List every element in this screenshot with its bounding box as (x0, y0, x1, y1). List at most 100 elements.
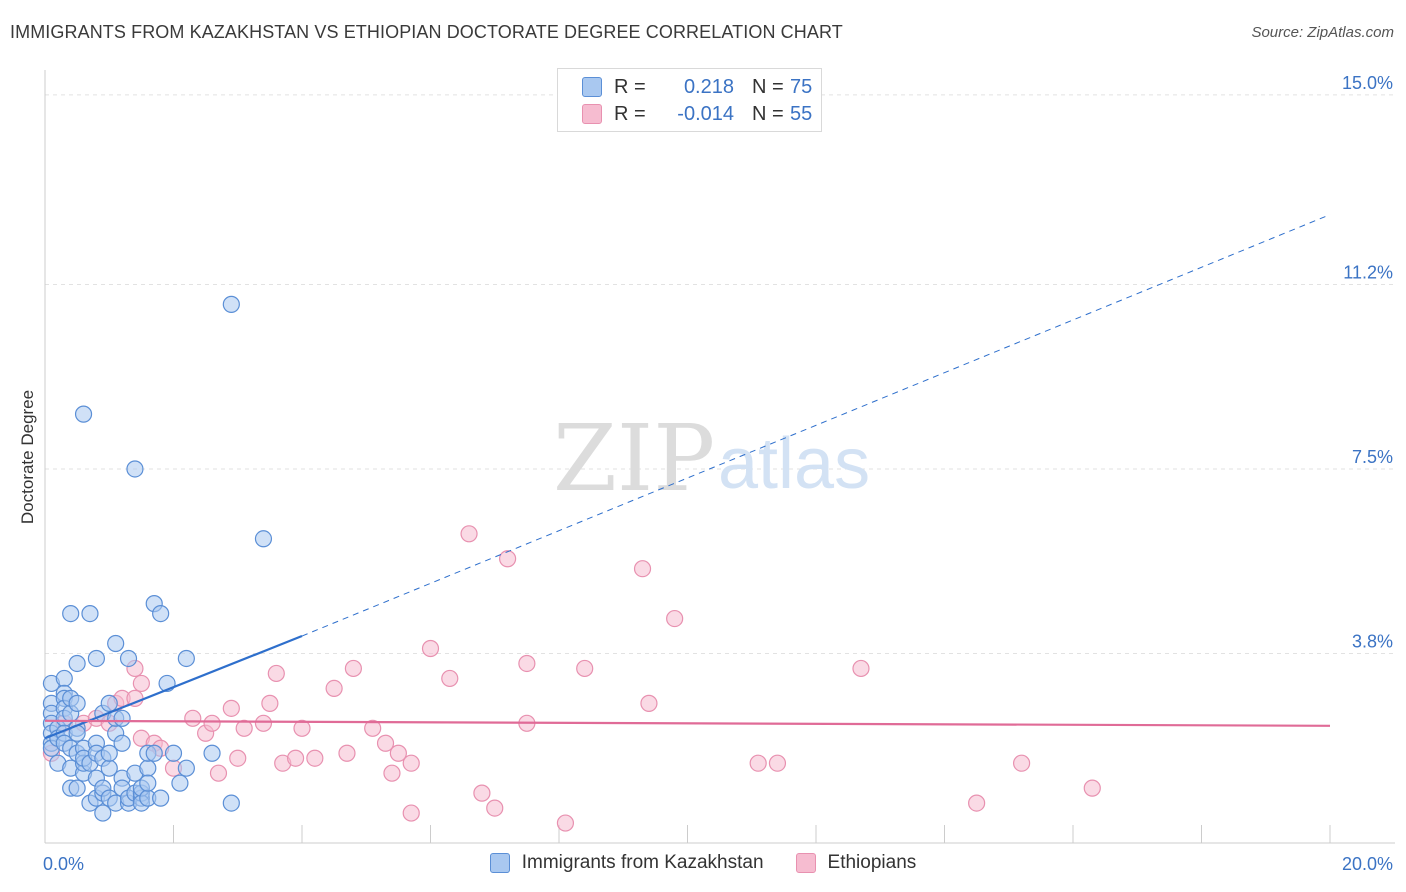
ethiopian-point (229, 749, 247, 767)
kazakhstan-point (107, 634, 125, 653)
kazakhstan-point (68, 654, 86, 673)
y-tick-label: 7.5% (1352, 447, 1393, 467)
ethiopian-point (293, 719, 311, 737)
kazakhstan-trend-extension (301, 214, 1331, 637)
ethiopian-point (486, 799, 504, 817)
kazakhstan-point (119, 649, 138, 668)
legend-swatch-blue (582, 77, 602, 97)
kazakhstan-point (87, 649, 106, 668)
ethiopian-point (254, 714, 273, 732)
data-points (42, 295, 1101, 832)
ethiopian-point (383, 764, 401, 782)
n-label: N = (752, 102, 784, 125)
ethiopian-trend-line (44, 719, 1331, 727)
ethiopian-point (1083, 779, 1101, 797)
ethiopian-point (364, 719, 382, 737)
x-tick-label: 0.0% (43, 854, 84, 874)
legend-item-ethiopians[interactable]: Ethiopians (795, 852, 917, 874)
legend-label-ethiopians: Ethiopians (827, 852, 917, 873)
kazakhstan-point (254, 530, 273, 548)
kazakhstan-point (222, 295, 240, 313)
kazakhstan-point (113, 709, 131, 727)
ethiopian-point (306, 749, 324, 767)
kazakhstan-point (68, 694, 86, 712)
ethiopian-point (132, 674, 150, 693)
watermark: ZIP atlas (553, 405, 870, 512)
kazakhstan-point (139, 759, 157, 777)
ethiopian-point (1012, 754, 1031, 772)
r-value-kazakhstan: 0.218 (683, 75, 734, 98)
ethiopian-point (460, 525, 478, 543)
ethiopian-point (261, 694, 279, 712)
r-value-ethiopians: -0.014 (677, 102, 734, 125)
watermark-atlas: atlas (718, 424, 870, 504)
ethiopian-point (267, 664, 285, 683)
legend-row-ethiopians: R = -0.014 N = 55 (582, 101, 812, 127)
kazakhstan-point (171, 774, 189, 792)
x-tick-label: 20.0% (1342, 854, 1393, 874)
kazakhstan-point (203, 744, 221, 762)
ethiopian-point (325, 679, 343, 698)
r-label: R = (614, 75, 646, 98)
ethiopian-point (338, 744, 356, 762)
ethiopian-point (556, 814, 575, 832)
kazakhstan-point (177, 759, 195, 777)
kazakhstan-point (126, 460, 144, 478)
y-tick-label: 11.2% (1343, 262, 1393, 282)
r-label: R = (614, 102, 646, 125)
legend-swatch-pink (582, 104, 602, 124)
grid-lines (45, 94, 1395, 654)
ethiopian-point (389, 744, 407, 762)
tick-labels: 3.8% 7.5% 11.2% 15.0% 0.0% 20.0% (43, 73, 1393, 874)
legend-swatch-blue (489, 853, 510, 873)
n-value-ethiopians: 55 (790, 102, 813, 125)
y-axis-label: Doctorate Degree (18, 390, 37, 524)
ethiopian-point (640, 694, 658, 712)
ethiopian-point (749, 754, 767, 772)
y-tick-label: 3.8% (1352, 631, 1393, 651)
ethiopian-point (184, 709, 202, 727)
kazakhstan-point (55, 669, 73, 688)
ethiopian-point (666, 609, 684, 628)
kazakhstan-point (68, 779, 86, 797)
ethiopian-point (376, 734, 395, 752)
n-value-kazakhstan: 75 (790, 75, 813, 98)
ethiopian-point (402, 804, 420, 822)
kazakhstan-point (62, 604, 80, 623)
ethiopian-point (344, 659, 362, 678)
chart-title: IMMIGRANTS FROM KAZAKHSTAN VS ETHIOPIAN … (10, 22, 843, 42)
n-label: N = (752, 75, 784, 98)
watermark-zip: ZIP (553, 405, 715, 512)
ethiopian-point (968, 794, 986, 812)
ethiopian-point (518, 654, 536, 673)
kazakhstan-point (81, 604, 99, 623)
ethiopian-point (499, 550, 517, 568)
ethiopian-point (203, 714, 221, 732)
ethiopian-point (768, 754, 787, 772)
ethiopian-point (402, 754, 420, 772)
kazakhstan-point (139, 774, 157, 792)
kazakhstan-point (100, 744, 118, 762)
kazakhstan-point (164, 744, 183, 762)
ethiopian-point (209, 764, 228, 782)
ethiopian-point (576, 659, 594, 678)
ethiopian-point (222, 699, 240, 717)
ethiopian-point (633, 560, 652, 578)
legend-item-kazakhstan[interactable]: Immigrants from Kazakhstan (489, 852, 764, 874)
correlation-legend: R = 0.218 N = 75 R = -0.014 N = 55 (557, 68, 822, 132)
y-tick-label: 15.0% (1342, 73, 1393, 93)
kazakhstan-point (152, 604, 170, 623)
kazakhstan-point (152, 789, 170, 807)
ethiopian-point (473, 784, 491, 802)
ethiopian-point (421, 639, 440, 658)
ethiopian-point (441, 669, 459, 688)
kazakhstan-point (222, 794, 240, 812)
legend-swatch-pink (795, 853, 816, 873)
ethiopian-point (286, 749, 305, 767)
legend-label-kazakhstan: Immigrants from Kazakhstan (521, 852, 764, 873)
kazakhstan-point (145, 744, 163, 762)
ethiopian-point (852, 659, 870, 678)
kazakhstan-point (100, 694, 118, 712)
kazakhstan-point (74, 405, 93, 423)
